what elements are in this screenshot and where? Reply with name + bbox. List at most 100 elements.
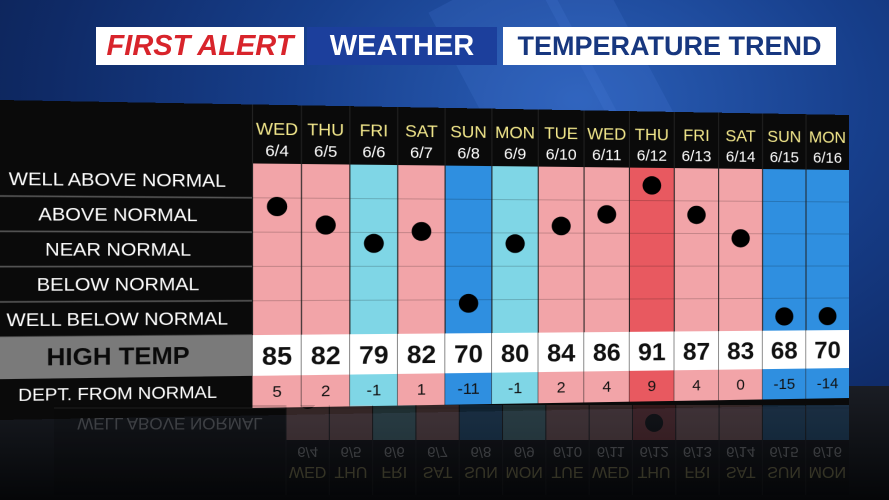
day-header-bg (502, 440, 546, 495)
day-date: 6/11 (592, 147, 621, 164)
dept-label: DEPT. FROM NORMAL (18, 382, 217, 405)
day-header-bg (491, 108, 539, 167)
dept-cell (491, 372, 539, 405)
day-name: FRI (683, 126, 709, 145)
day-date: 6/5 (314, 143, 338, 161)
day-column (301, 163, 350, 335)
day-column (286, 405, 330, 440)
high-temp-value: 83 (727, 338, 754, 366)
high-temp-cell (806, 330, 849, 369)
high-temp-cell (397, 333, 446, 374)
dept-value: -1 (366, 382, 381, 399)
day-header-bg (629, 111, 675, 169)
dept-value: 5 (272, 384, 282, 402)
day-header-bg (349, 106, 398, 166)
day-name: WED (289, 463, 326, 480)
day-name: SUN (767, 463, 801, 480)
high-temp-value: 80 (501, 340, 530, 368)
day-column (675, 405, 720, 440)
day-header-bg (301, 105, 350, 165)
day-name: THU (307, 120, 344, 140)
day-column (349, 164, 398, 335)
day-column (762, 169, 807, 331)
day-date: 6/12 (640, 443, 669, 460)
dept-cell (762, 368, 807, 400)
day-name: THU (335, 463, 368, 480)
dept-cell (397, 373, 446, 406)
day-header-bg (445, 107, 492, 167)
row-label: ABOVE NORMAL (38, 204, 197, 226)
day-date: 6/7 (427, 443, 448, 460)
row-divider (0, 231, 253, 232)
day-date: 6/8 (457, 145, 480, 162)
day-name: TUE (544, 124, 578, 143)
dept-cell (349, 373, 398, 407)
day-date: 6/5 (341, 443, 362, 460)
day-header-bg (762, 113, 807, 170)
day-name: FRI (381, 463, 407, 480)
day-column (629, 167, 675, 332)
dept-cell (806, 368, 849, 399)
day-column (538, 166, 585, 333)
high-temp-value: 84 (547, 339, 575, 367)
day-date: 6/16 (813, 443, 842, 460)
high-temp-label-bg (0, 335, 253, 380)
day-column (719, 405, 763, 440)
high-temp-value: 70 (454, 340, 483, 368)
day-date: 6/9 (514, 443, 535, 460)
day-date: 6/13 (683, 443, 712, 460)
day-name: SAT (725, 127, 755, 146)
day-header-bg (329, 440, 373, 495)
day-column (397, 165, 446, 334)
dept-cell (629, 370, 675, 402)
day-header-bg (415, 440, 460, 495)
weather-text: WEATHER (329, 29, 475, 62)
day-date: 6/9 (504, 146, 526, 163)
high-temp-value: 85 (262, 342, 292, 371)
trend-dot (818, 307, 837, 326)
high-temp-value: 79 (359, 341, 389, 370)
day-name: SUN (767, 127, 801, 146)
day-date: 6/8 (470, 443, 491, 460)
day-header-bg (252, 104, 302, 164)
trend-dot (315, 215, 336, 235)
high-temp-cell (301, 334, 350, 376)
high-temp-cell (252, 334, 302, 376)
day-header-bg (459, 440, 503, 495)
trend-dot (505, 234, 525, 254)
day-date: 6/6 (362, 144, 385, 162)
dept-cell (538, 371, 585, 404)
day-header-bg (545, 440, 590, 495)
trend-dot (597, 205, 617, 224)
title-text: TEMPERATURE TREND (517, 30, 822, 61)
dept-value: 2 (321, 383, 330, 400)
day-column (762, 405, 806, 440)
dept-value: -1 (508, 380, 522, 397)
high-temp-cell (718, 330, 763, 370)
day-name: SAT (726, 463, 756, 480)
trend-dot (687, 205, 706, 225)
day-column (329, 405, 373, 440)
day-column (589, 405, 633, 440)
row-label: WELL ABOVE NORMAL (9, 168, 226, 191)
board-background (54, 405, 849, 495)
day-date: 6/15 (769, 443, 798, 460)
trend-dot (458, 293, 479, 313)
day-header-bg (372, 440, 416, 495)
day-header-bg (286, 440, 330, 495)
dept-cell (584, 370, 630, 403)
day-name: WED (592, 463, 629, 480)
day-column (674, 168, 719, 332)
dept-value: 0 (736, 377, 745, 394)
day-date: 6/14 (726, 149, 756, 166)
row-label: BELOW NORMAL (37, 274, 200, 295)
dept-cell (718, 369, 763, 401)
day-header-bg (674, 111, 719, 169)
day-column (445, 165, 492, 334)
trend-table: WELL ABOVE NORMAL ABOVE NORMAL NEAR NORMAL… (0, 99, 849, 421)
day-date: 6/4 (297, 443, 318, 460)
day-header-bg (397, 107, 446, 166)
day-column (806, 169, 849, 331)
trend-dot (645, 413, 664, 432)
